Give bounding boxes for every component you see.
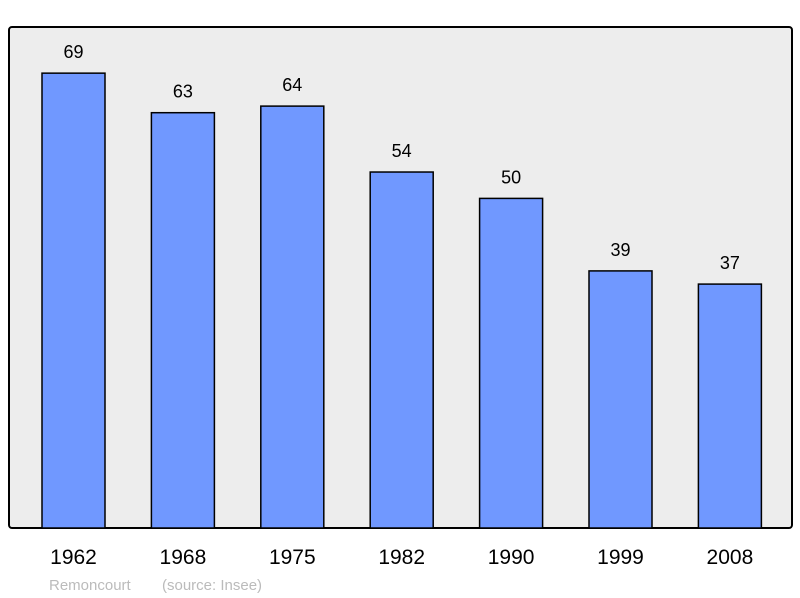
data-label-1999: 39 [610, 240, 630, 260]
data-label-1968: 63 [173, 82, 193, 102]
data-label-2008: 37 [720, 253, 740, 273]
x-tick-1990: 1990 [488, 546, 535, 569]
bar-1975 [260, 105, 325, 529]
x-tick-1975: 1975 [269, 546, 316, 569]
data-label-1962: 69 [63, 42, 83, 62]
x-tick-1999: 1999 [597, 546, 644, 569]
x-tick-1968: 1968 [160, 546, 207, 569]
x-tick-2008: 2008 [707, 546, 754, 569]
bar-1990 [478, 197, 544, 529]
data-label-1990: 50 [501, 167, 521, 187]
x-tick-1982: 1982 [378, 546, 425, 569]
bar-1999 [588, 270, 653, 529]
bar-1982 [369, 171, 434, 529]
footer-source: (source: Insee) [162, 577, 262, 594]
bar-1968 [150, 111, 216, 529]
data-label-1982: 54 [392, 141, 412, 161]
footer-place: Remoncourt [49, 577, 132, 594]
data-label-1975: 64 [282, 75, 302, 95]
bar-2008 [697, 283, 763, 529]
x-tick-1962: 1962 [50, 546, 97, 569]
bar-1962 [41, 72, 106, 529]
